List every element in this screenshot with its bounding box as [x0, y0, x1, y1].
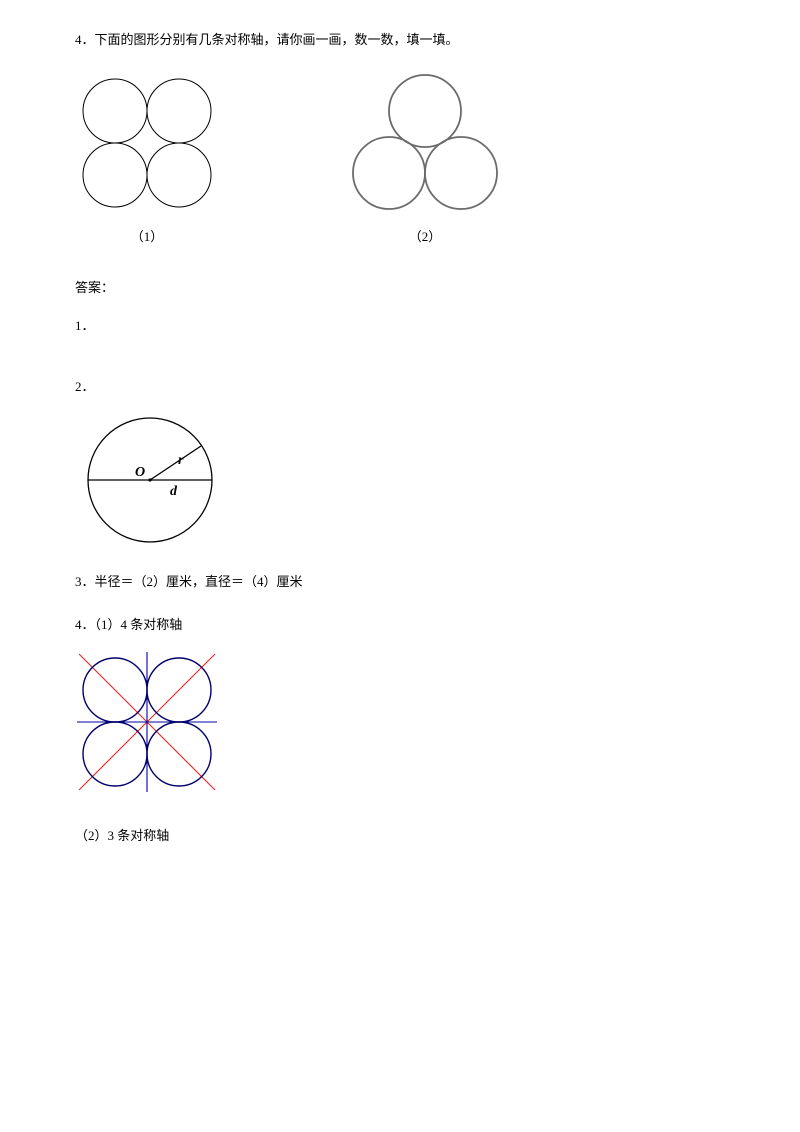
r-label: r: [178, 453, 184, 468]
figure-2-label: （2）: [409, 227, 442, 248]
answers-heading: 答案：: [75, 278, 725, 299]
answers-section: 答案： 1． 2． O r d 3．半径＝（2）厘米，直径＝（4）厘米 4．（1…: [75, 278, 725, 847]
figure-1: [75, 71, 219, 215]
question-text: 4．下面的图形分别有几条对称轴，请你画一画，数一数，填一填。: [75, 30, 725, 51]
o-label: O: [135, 465, 145, 480]
figure-1-label: （1）: [131, 227, 164, 248]
d-label: d: [170, 484, 178, 499]
figure-2: [349, 71, 501, 215]
answer-4b: （2）3 条对称轴: [75, 826, 725, 847]
figure-2-col: （2）: [349, 71, 501, 248]
answer-4-diagram: [75, 650, 223, 798]
answer-4a: 4．（1）4 条对称轴: [75, 615, 725, 636]
figure-row: （1） （2）: [75, 71, 725, 248]
answer-3: 3．半径＝（2）厘米，直径＝（4）厘米: [75, 572, 725, 593]
answer-1: 1．: [75, 316, 725, 337]
figure-1-col: （1）: [75, 71, 219, 248]
answer-2: 2．: [75, 377, 725, 398]
answer-2-diagram: O r d: [75, 410, 235, 550]
